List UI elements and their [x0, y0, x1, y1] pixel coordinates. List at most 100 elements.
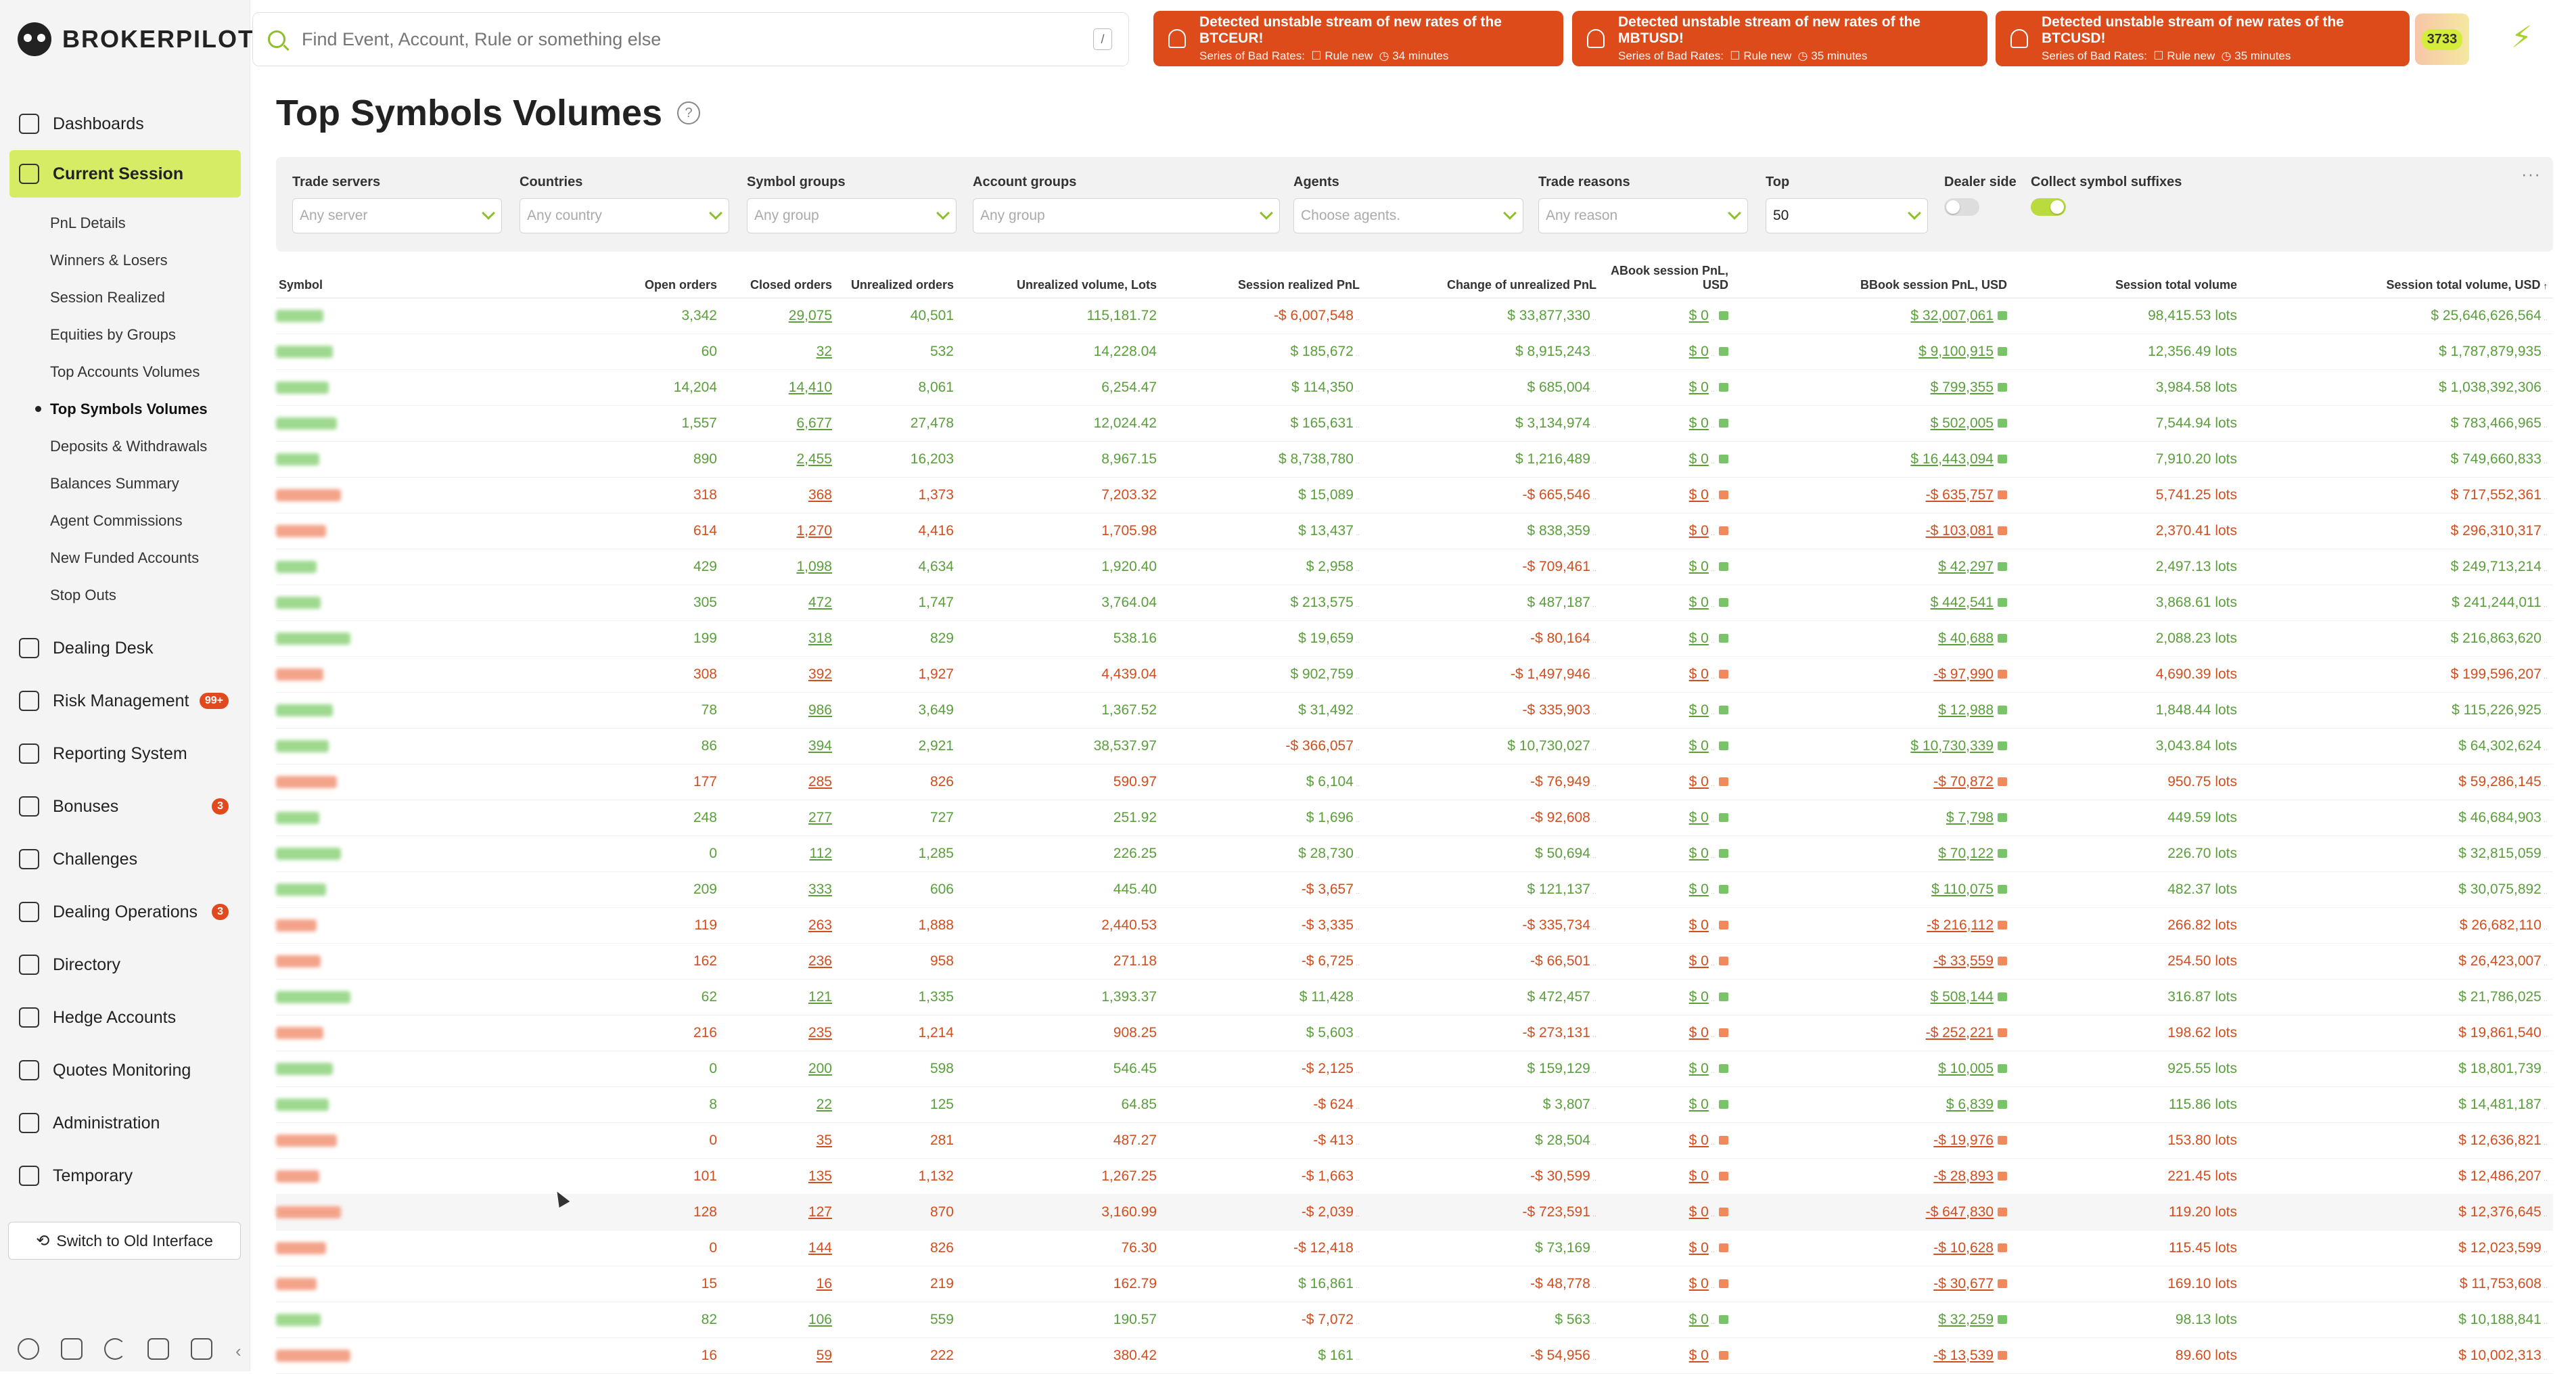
table-cell-bb[interactable]: $ 7,798: [1734, 800, 2013, 836]
details-icon[interactable]: [1719, 311, 1728, 321]
cell-value[interactable]: $ 0: [1688, 1239, 1709, 1256]
search-input[interactable]: [302, 28, 1059, 50]
cell-value[interactable]: 285: [808, 773, 832, 789]
details-icon[interactable]: [1719, 1172, 1728, 1181]
symbol-groups-select[interactable]: Any group: [747, 198, 957, 233]
cell-value[interactable]: 318: [808, 630, 832, 646]
details-icon[interactable]: [1998, 1351, 2007, 1360]
cell-value[interactable]: $ 10,730,339: [1910, 737, 1994, 754]
details-icon[interactable]: [1998, 777, 2007, 787]
table-cell-bb[interactable]: $ 502,005: [1734, 405, 2013, 442]
table-row[interactable]: 3,342 29,075 40,501 115,181.72 -$ 6,007,548.…: [276, 298, 2553, 334]
cell-value[interactable]: $ 0: [1688, 1168, 1709, 1184]
table-cell-closed[interactable]: 285: [722, 764, 837, 800]
table-row[interactable]: 86 394 2,921 38,537.97 -$ 366,057.. $ 10,730,…: [276, 728, 2553, 764]
table-cell-bb[interactable]: -$ 635,757: [1734, 477, 2013, 513]
table-row[interactable]: 8 22 125 64.85 -$ 624.. $ 3,807.. $ 0.. $ 6,839…: [276, 1086, 2553, 1123]
cell-value[interactable]: $ 0: [1688, 702, 1709, 718]
table-cell-bb[interactable]: $ 10,005: [1734, 1051, 2013, 1087]
table-row[interactable]: 128 127 870 3,160.99 -$ 2,039.. -$ 723,591.. $…: [276, 1194, 2553, 1231]
cell-value[interactable]: $ 0: [1688, 1347, 1709, 1363]
table-cell-closed[interactable]: 986: [722, 692, 837, 729]
cell-value[interactable]: $ 9,100,915: [1918, 343, 1994, 359]
table-row[interactable]: 0 35 281 487.27 -$ 413.. $ 28,504.. $ 0.. -$ 19…: [276, 1122, 2553, 1159]
cell-value[interactable]: 368: [808, 486, 832, 503]
details-icon[interactable]: [1719, 455, 1728, 464]
table-cell-ab[interactable]: $ 0..: [1602, 585, 1734, 621]
table-row[interactable]: 78 986 3,649 1,367.52 $ 31,492.. -$ 335,903..…: [276, 692, 2553, 729]
table-row[interactable]: 162 236 958 271.18 -$ 6,725.. -$ 66,501.. $ 0.…: [276, 943, 2553, 980]
sidebar-item-risk-management[interactable]: Risk Management 99+: [9, 674, 241, 727]
details-icon[interactable]: [1719, 1315, 1728, 1325]
sidebar-item-dashboards[interactable]: Dashboards: [9, 97, 241, 150]
cell-value[interactable]: -$ 19,976: [1933, 1132, 1994, 1148]
column-header[interactable]: Session realized PnL: [1162, 256, 1365, 298]
cell-value[interactable]: $ 0: [1688, 809, 1709, 825]
subnav-item-top-symbols-volumes[interactable]: Top Symbols Volumes: [35, 390, 241, 428]
cell-value[interactable]: 135: [808, 1168, 832, 1184]
table-cell-ab[interactable]: $ 0..: [1602, 513, 1734, 549]
cell-value[interactable]: 200: [808, 1060, 832, 1076]
details-icon[interactable]: [1998, 526, 2007, 536]
table-row[interactable]: 1,557 6,677 27,478 12,024.42 $ 165,631.. $ 3,…: [276, 405, 2553, 442]
column-header[interactable]: Session total volume, USD ↑: [2242, 256, 2553, 298]
cell-value[interactable]: 144: [808, 1239, 832, 1256]
table-cell-ab[interactable]: $ 0..: [1602, 943, 1734, 980]
table-row[interactable]: 16 59 222 380.42 $ 161.. -$ 54,956.. $ 0.. -$ 1…: [276, 1337, 2553, 1374]
subnav-item-agent-commissions[interactable]: Agent Commissions: [50, 511, 183, 529]
details-icon[interactable]: [1998, 885, 2007, 894]
sidebar-item-dealing-operations[interactable]: Dealing Operations 3: [9, 886, 241, 938]
details-icon[interactable]: [1998, 1243, 2007, 1253]
table-cell-bb[interactable]: $ 32,007,061: [1734, 298, 2013, 334]
cell-value[interactable]: $ 42,297: [1938, 558, 1994, 574]
table-cell-ab[interactable]: $ 0..: [1602, 1230, 1734, 1266]
details-icon[interactable]: [1998, 455, 2007, 464]
table-row[interactable]: 308 392 1,927 4,439.04 $ 902,759.. -$ 1,497,9…: [276, 656, 2553, 693]
cell-value[interactable]: 333: [808, 881, 832, 897]
details-icon[interactable]: [1719, 1279, 1728, 1289]
table-cell-bb[interactable]: -$ 70,872: [1734, 764, 2013, 800]
table-cell-closed[interactable]: 106: [722, 1302, 837, 1338]
cell-value[interactable]: $ 10,005: [1938, 1060, 1994, 1076]
table-cell-ab[interactable]: $ 0..: [1602, 656, 1734, 693]
table-row[interactable]: 890 2,455 16,203 8,967.15 $ 8,738,780.. $ 1,2…: [276, 441, 2553, 478]
cell-value[interactable]: 236: [808, 953, 832, 969]
table-cell-closed[interactable]: 1,270: [722, 513, 837, 549]
cell-value[interactable]: $ 0: [1688, 451, 1709, 467]
cell-value[interactable]: 394: [808, 737, 832, 754]
details-icon[interactable]: [1719, 598, 1728, 608]
table-cell-closed[interactable]: 277: [722, 800, 837, 836]
subnav-item-top-accounts-volumes[interactable]: Top Accounts Volumes: [50, 363, 200, 380]
cell-value[interactable]: $ 0: [1688, 594, 1709, 610]
cell-value[interactable]: $ 12,988: [1938, 702, 1994, 718]
table-cell-closed[interactable]: 29,075: [722, 298, 837, 334]
cell-value[interactable]: 127: [808, 1204, 832, 1220]
cell-value[interactable]: $ 0: [1688, 1132, 1709, 1148]
collapse-sidebar-icon[interactable]: ‹: [235, 1341, 242, 1361]
sidebar-item-hedge-accounts[interactable]: Hedge Accounts: [9, 991, 241, 1044]
details-icon[interactable]: [1719, 849, 1728, 858]
table-cell-closed[interactable]: 368: [722, 477, 837, 513]
table-row[interactable]: 248 277 727 251.92 $ 1,696.. -$ 92,608.. $ 0..…: [276, 800, 2553, 836]
cell-value[interactable]: $ 40,688: [1938, 630, 1994, 646]
column-header[interactable]: Closed orders: [722, 256, 837, 298]
cell-value[interactable]: -$ 647,830: [1925, 1204, 1994, 1220]
details-icon[interactable]: [1998, 347, 2007, 357]
table-cell-closed[interactable]: 2,455: [722, 441, 837, 478]
details-icon[interactable]: [1998, 383, 2007, 392]
table-cell-ab[interactable]: $ 0..: [1602, 620, 1734, 657]
table-cell-ab[interactable]: $ 0..: [1602, 1158, 1734, 1195]
details-icon[interactable]: [1998, 562, 2007, 572]
cell-value[interactable]: -$ 13,539: [1933, 1347, 1994, 1363]
cell-value[interactable]: 472: [808, 594, 832, 610]
table-cell-closed[interactable]: 59: [722, 1337, 837, 1374]
sidebar-item-dealing-desk[interactable]: Dealing Desk: [9, 622, 241, 674]
table-row[interactable]: 60 32 532 14,228.04 $ 185,672.. $ 8,915,243..…: [276, 334, 2553, 370]
table-cell-ab[interactable]: $ 0..: [1602, 692, 1734, 729]
logout-icon[interactable]: [191, 1338, 212, 1360]
details-icon[interactable]: [1998, 849, 2007, 858]
table-cell-ab[interactable]: $ 0..: [1602, 800, 1734, 836]
column-header[interactable]: Unrealized volume, Lots: [959, 256, 1162, 298]
table-cell-ab[interactable]: $ 0..: [1602, 477, 1734, 513]
cell-value[interactable]: $ 0: [1688, 522, 1709, 539]
